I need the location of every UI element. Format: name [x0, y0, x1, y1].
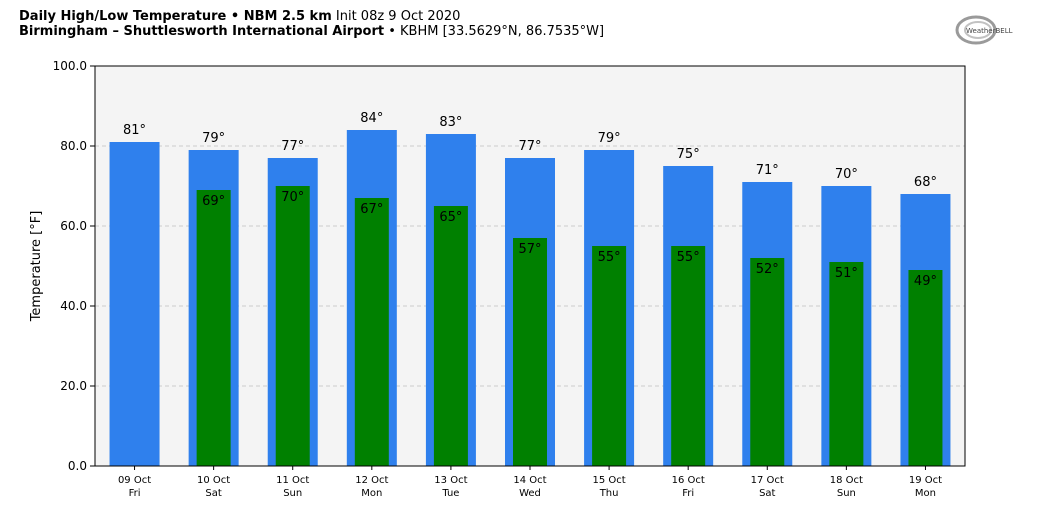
low-temp-bar: [513, 238, 547, 466]
high-temp-label: 79°: [598, 131, 621, 146]
x-tick-date: 16 Oct: [672, 475, 705, 486]
low-temp-label: 67°: [360, 202, 383, 217]
low-temp-label: 65°: [439, 210, 462, 225]
station-name: Birmingham – Shuttlesworth International…: [19, 24, 385, 39]
y-tick-label: 100.0: [53, 59, 87, 73]
low-temp-bar: [671, 246, 706, 466]
x-tick-date: 18 Oct: [830, 475, 863, 486]
x-tick-weekday: Mon: [915, 488, 936, 499]
chart-title: Daily High/Low Temperature • NBM 2.5 km: [19, 9, 332, 24]
init-time: Init 08z 9 Oct 2020: [335, 9, 461, 24]
x-tick-weekday: Sat: [205, 488, 221, 499]
plot-frame: [94, 65, 966, 467]
high-temp-label: 84°: [360, 111, 383, 126]
title-line: Daily High/Low Temperature • NBM 2.5 km …: [19, 9, 604, 24]
low-temp-bar: [750, 258, 785, 466]
low-temp-bar: [908, 270, 943, 466]
x-tick-weekday: Fri: [682, 488, 694, 499]
y-tick-label: 0.0: [68, 459, 87, 473]
x-tick-date: 17 Oct: [751, 475, 784, 486]
high-temp-label: 83°: [439, 115, 462, 130]
high-temp-label: 75°: [677, 147, 700, 162]
y-tick-label: 40.0: [60, 299, 87, 313]
low-temp-label: 49°: [914, 274, 937, 289]
x-tick-date: 11 Oct: [276, 475, 309, 486]
station-coordinates: • KBHM [33.5629°N, 86.7535°W]: [388, 24, 605, 39]
x-tick-date: 14 Oct: [513, 475, 546, 486]
x-tick-weekday: Mon: [361, 488, 382, 499]
low-temp-label: 57°: [518, 242, 541, 257]
x-tick-date: 19 Oct: [909, 475, 942, 486]
y-axis-label: Temperature [°F]: [29, 211, 44, 323]
low-temp-label: 55°: [677, 250, 700, 265]
chart-header: Daily High/Low Temperature • NBM 2.5 km …: [19, 9, 604, 39]
y-tick-label: 60.0: [60, 219, 87, 233]
low-temp-bar: [275, 186, 310, 466]
x-tick-weekday: Sat: [759, 488, 775, 499]
weatherbell-logo: WeatherBELL: [955, 15, 1013, 45]
x-tick-weekday: Sun: [283, 488, 302, 499]
x-tick-weekday: Wed: [519, 488, 541, 499]
x-tick-weekday: Fri: [129, 488, 141, 499]
high-temp-label: 81°: [123, 123, 146, 138]
low-temp-label: 51°: [835, 266, 858, 281]
low-temp-label: 69°: [202, 194, 225, 209]
high-temp-label: 68°: [914, 175, 937, 190]
high-temp-label: 79°: [202, 131, 225, 146]
low-temp-label: 52°: [756, 262, 779, 277]
high-temp-label: 77°: [281, 139, 304, 154]
high-temp-label: 71°: [756, 163, 779, 178]
low-temp-label: 55°: [598, 250, 621, 265]
x-tick-weekday: Tue: [441, 488, 459, 499]
x-tick-date: 09 Oct: [118, 475, 151, 486]
x-tick-date: 13 Oct: [434, 475, 467, 486]
y-tick-label: 80.0: [60, 139, 87, 153]
low-temp-label: 70°: [281, 190, 304, 205]
high-temp-label: 77°: [518, 139, 541, 154]
low-temp-bar: [354, 198, 389, 466]
x-tick-weekday: Sun: [837, 488, 856, 499]
x-tick-date: 12 Oct: [355, 475, 388, 486]
x-tick-weekday: Thu: [599, 488, 619, 499]
y-tick-label: 20.0: [60, 379, 87, 393]
x-tick-date: 10 Oct: [197, 475, 230, 486]
low-temp-bar: [433, 206, 468, 466]
high-temp-bar: [109, 142, 160, 466]
x-tick-date: 15 Oct: [592, 475, 625, 486]
low-temp-bar: [829, 262, 864, 466]
low-temp-bar: [592, 246, 627, 466]
low-temp-bar: [196, 190, 231, 466]
high-temp-label: 70°: [835, 167, 858, 182]
location-line: Birmingham – Shuttlesworth International…: [19, 24, 604, 39]
logo-text: WeatherBELL: [966, 27, 1013, 35]
